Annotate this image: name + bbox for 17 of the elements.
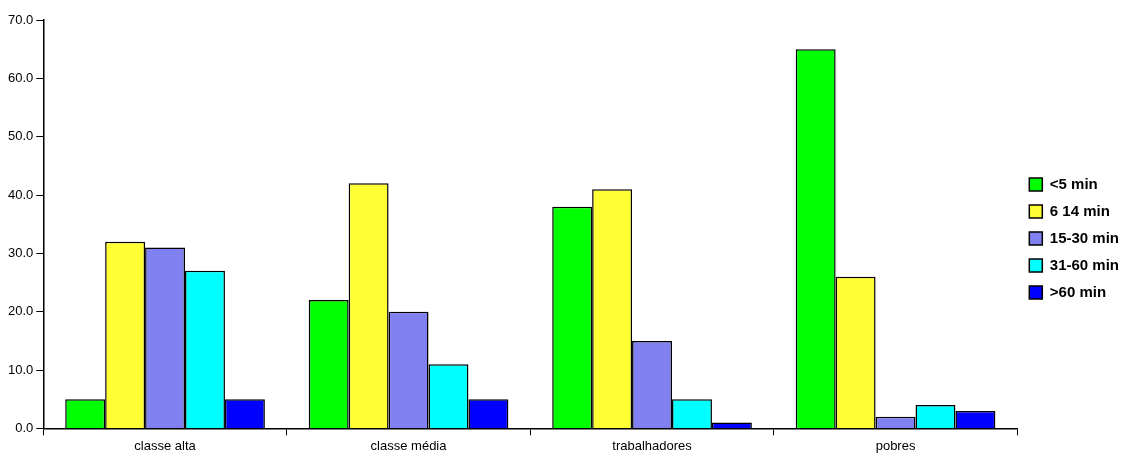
x-tick-label: pobres bbox=[875, 437, 916, 453]
y-tick-label: 20.0 bbox=[7, 303, 34, 319]
legend-label: 31-60 min bbox=[1049, 255, 1119, 273]
legend-label: 15-30 min bbox=[1049, 228, 1119, 246]
legend-label: >60 min bbox=[1049, 282, 1107, 300]
y-tick-label: 70.0 bbox=[7, 11, 34, 27]
y-tick-label: 30.0 bbox=[7, 244, 34, 260]
y-tick-label: 10.0 bbox=[7, 361, 34, 377]
legend-label: <5 min bbox=[1049, 174, 1098, 192]
x-tick-label: classe média bbox=[370, 437, 448, 453]
y-tick-label: 60.0 bbox=[7, 69, 34, 85]
legend-label: 6 14 min bbox=[1049, 201, 1110, 219]
x-tick-label: classe alta bbox=[134, 437, 197, 453]
x-tick-label: trabalhadores bbox=[612, 437, 693, 453]
y-tick-label: 0.0 bbox=[15, 419, 34, 435]
y-tick-label: 50.0 bbox=[7, 128, 34, 144]
y-tick-label: 40.0 bbox=[7, 186, 34, 202]
